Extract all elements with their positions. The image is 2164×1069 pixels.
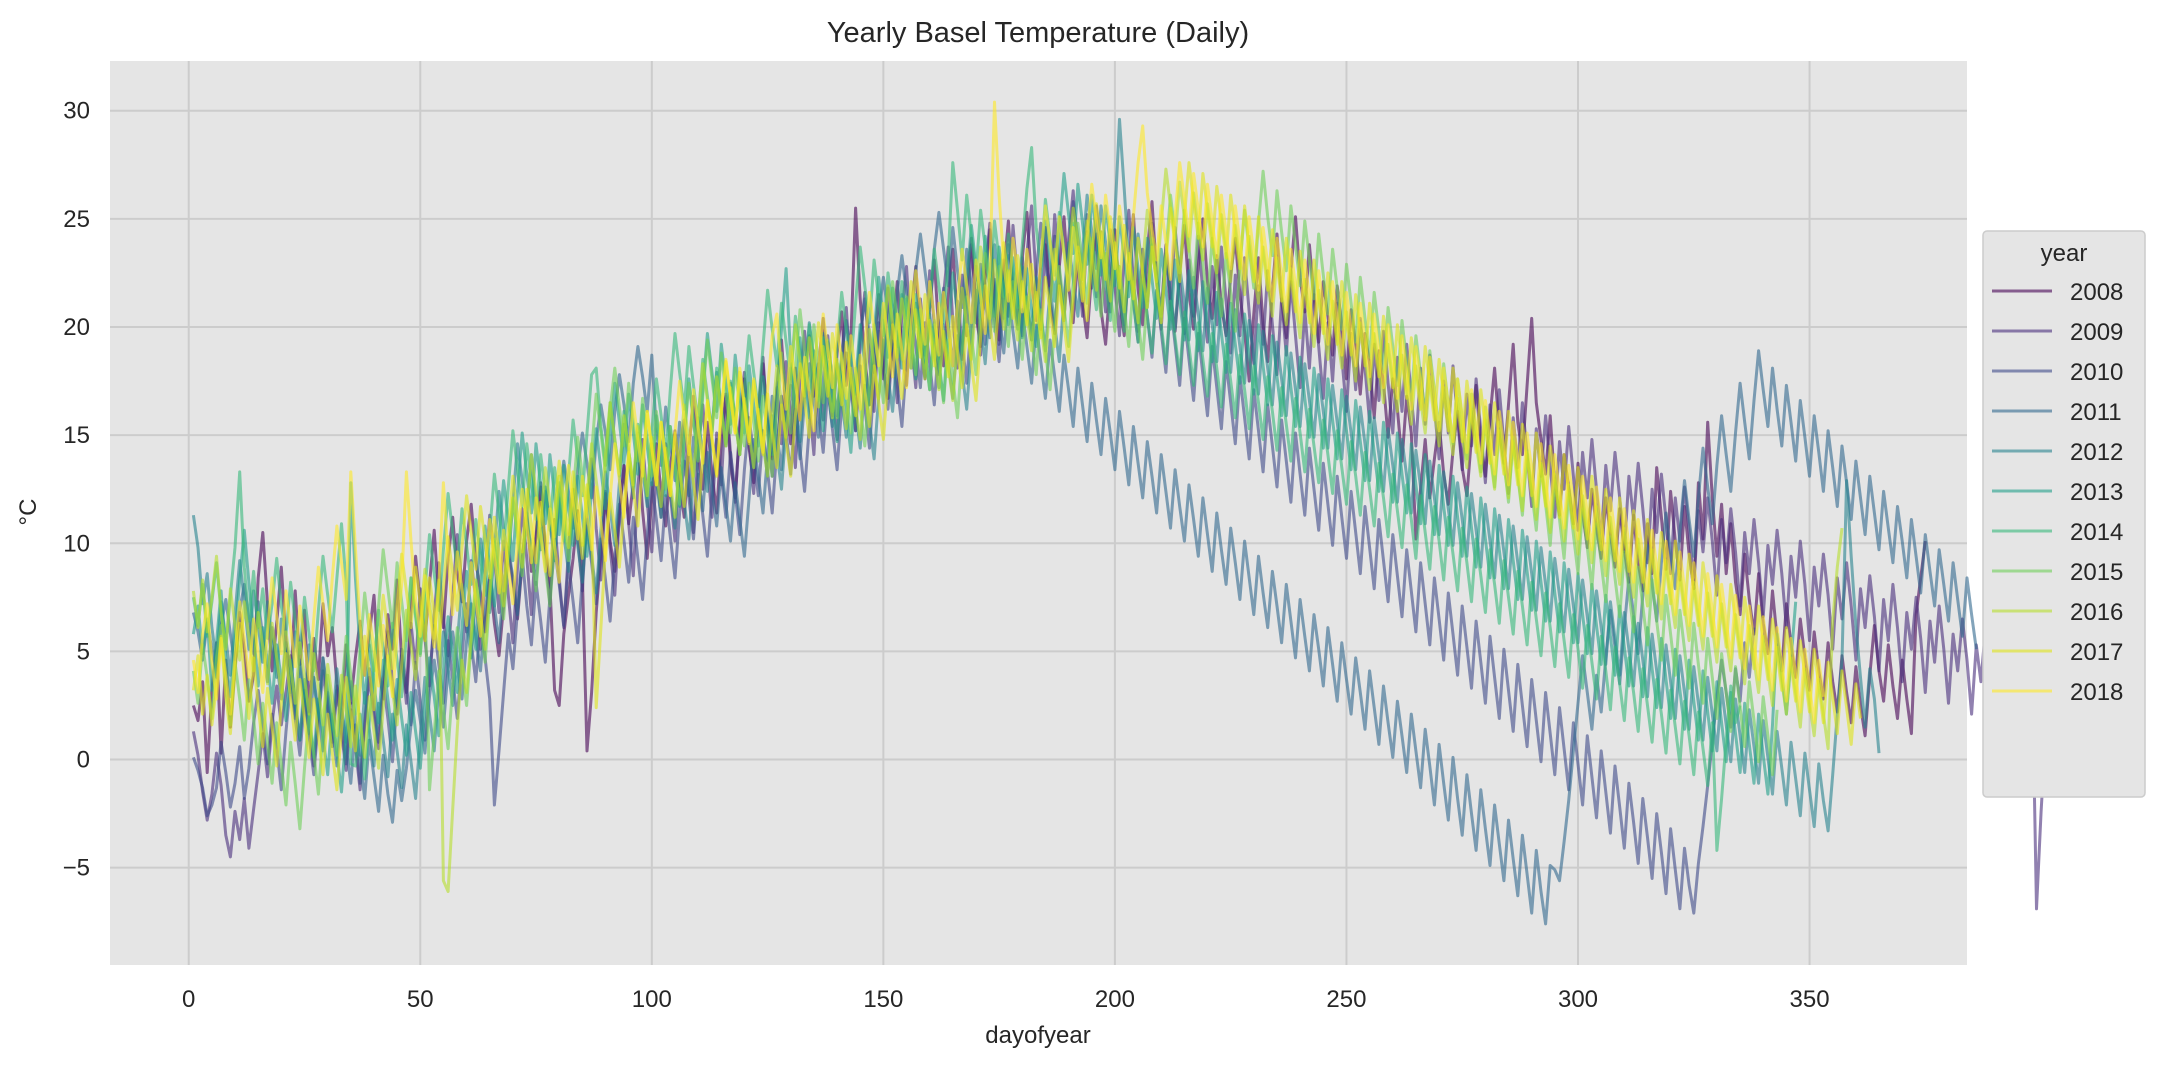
legend-label: 2008: [2070, 279, 2123, 306]
x-tick-label: 150: [863, 986, 903, 1013]
legend-label: 2018: [2070, 679, 2123, 706]
x-tick-label: 300: [1558, 986, 1598, 1013]
series-line-2017: [191, 161, 1862, 792]
x-tick-label: 0: [182, 986, 195, 1013]
x-tick-label: 350: [1790, 986, 1830, 1013]
y-tick-label: −5: [63, 855, 90, 882]
y-axis-label: °C: [15, 499, 42, 526]
legend: year 2008 2009 2010 2011 2012 2013 2014 2015 201…: [1982, 230, 2146, 798]
y-tick-label: 25: [63, 206, 90, 233]
series-line-2014: [191, 146, 1742, 852]
x-axis-ticks: 0 50 100 150 200 250 300 350: [182, 986, 1830, 1013]
legend-label: 2013: [2070, 479, 2123, 506]
legend-title: year: [2041, 240, 2088, 267]
legend-label: 2011: [2070, 399, 2122, 426]
chart-title: Yearly Basel Temperature (Daily): [827, 17, 1249, 49]
legend-label: 2009: [2070, 319, 2123, 346]
legend-label: 2017: [2070, 639, 2123, 666]
legend-label: 2015: [2070, 559, 2123, 586]
x-tick-label: 50: [407, 986, 434, 1013]
x-axis-label: dayofyear: [985, 1022, 1090, 1049]
legend-label: 2010: [2070, 359, 2123, 386]
legend-label: 2014: [2070, 519, 2123, 546]
y-tick-label: 10: [63, 530, 90, 557]
series-lines: [191, 100, 2052, 926]
x-tick-label: 200: [1095, 986, 1135, 1013]
y-tick-label: 5: [77, 638, 90, 665]
y-tick-label: 0: [77, 747, 90, 774]
y-tick-label: 30: [63, 98, 90, 125]
legend-items: 2008 2009 2010 2011 2012 2013 2014 2015 2016 2017…: [1992, 279, 2123, 706]
x-tick-label: 250: [1326, 986, 1366, 1013]
y-tick-label: 20: [63, 314, 90, 341]
x-tick-label: 100: [632, 986, 672, 1013]
series-line-2018: [191, 100, 1825, 725]
y-axis-ticks: −5 0 5 10 15 20 25 30: [63, 98, 90, 882]
y-tick-label: 15: [63, 422, 90, 449]
legend-label: 2012: [2070, 439, 2123, 466]
legend-box: [1982, 230, 2146, 798]
legend-label: 2016: [2070, 599, 2123, 626]
